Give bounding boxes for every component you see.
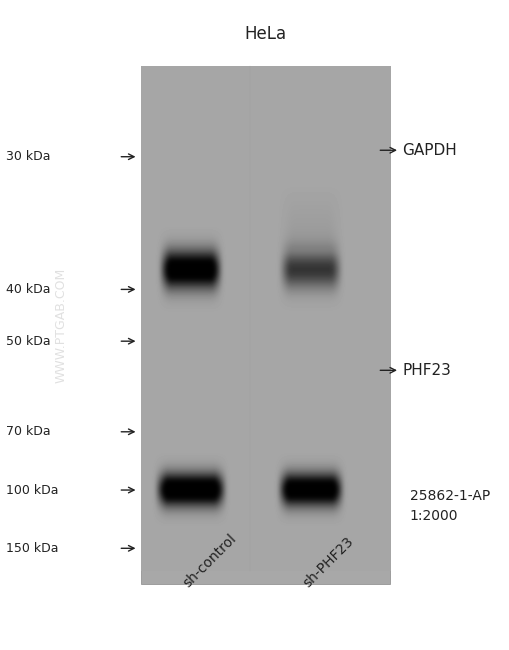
Text: 25862-1-AP
1:2000: 25862-1-AP 1:2000	[409, 489, 489, 523]
Text: 50 kDa: 50 kDa	[6, 335, 51, 348]
Text: WWW.PTGAB.COM: WWW.PTGAB.COM	[54, 267, 68, 383]
Text: 40 kDa: 40 kDa	[6, 283, 51, 296]
FancyBboxPatch shape	[140, 79, 389, 584]
Text: PHF23: PHF23	[402, 363, 450, 378]
Text: 30 kDa: 30 kDa	[6, 150, 51, 163]
Text: 100 kDa: 100 kDa	[6, 484, 59, 497]
Text: GAPDH: GAPDH	[402, 143, 456, 158]
Text: 150 kDa: 150 kDa	[6, 542, 59, 555]
Text: HeLa: HeLa	[244, 25, 286, 43]
Text: sh-control: sh-control	[180, 532, 239, 590]
Text: sh-PHF23: sh-PHF23	[300, 534, 355, 590]
Text: 70 kDa: 70 kDa	[6, 425, 51, 438]
